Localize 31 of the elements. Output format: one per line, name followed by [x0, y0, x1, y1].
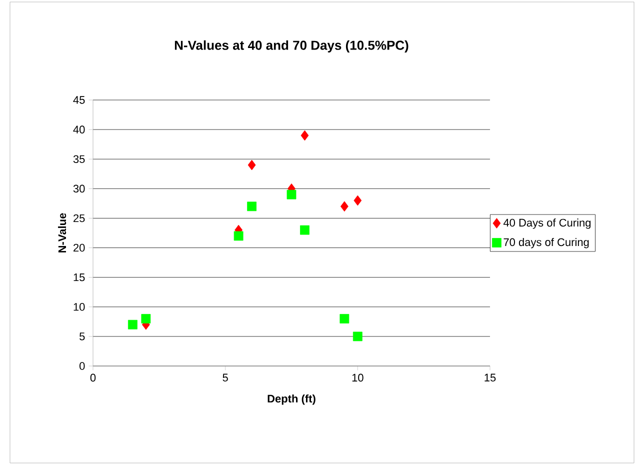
y-tick-label: 0 [80, 362, 85, 370]
point [352, 332, 362, 342]
x-tick-label: 15 [484, 374, 496, 382]
point [354, 195, 362, 206]
y-axis-title: N-Value [58, 213, 66, 252]
point [128, 320, 138, 330]
point [234, 231, 244, 241]
point [248, 160, 256, 170]
y-tick-label: 35 [73, 155, 85, 163]
point [300, 225, 310, 235]
legend-label: 70 days of Curing [504, 238, 589, 248]
y-tick-label: 30 [73, 184, 85, 193]
x-axis-title: Depth (ft) [268, 394, 316, 405]
y-tick-label: 40 [73, 126, 85, 134]
point [141, 314, 151, 324]
y-tick-label: 45 [73, 96, 85, 104]
y-tick-label: 10 [74, 303, 85, 311]
x-tick-label: 5 [222, 374, 228, 382]
y-tick-label: 20 [74, 244, 85, 252]
point [340, 314, 350, 324]
point [340, 201, 348, 212]
x-tick-label: 10 [352, 374, 364, 382]
x-tick-label: 0 [90, 374, 96, 382]
y-tick-label: 15 [74, 274, 85, 282]
point [286, 190, 296, 200]
y-tick-label: 25 [74, 214, 85, 222]
point [247, 202, 257, 212]
chart-title: N-Values at 40 and 70 Days (10.5%PC) [174, 40, 408, 52]
point [300, 130, 309, 141]
y-tick-label: 5 [80, 332, 85, 340]
legend-label: 40 Days of Curing [503, 218, 591, 229]
